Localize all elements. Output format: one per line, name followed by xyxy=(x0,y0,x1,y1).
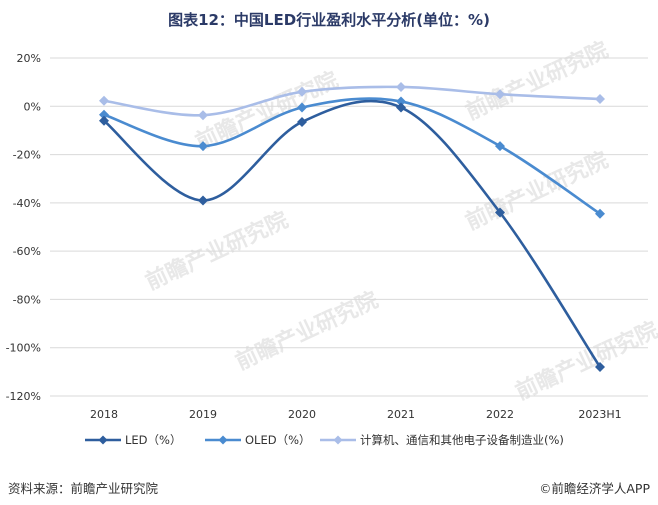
watermark-text: 前瞻产业研究院 xyxy=(232,287,383,376)
x-tick-label: 2022 xyxy=(486,408,514,421)
legend-marker xyxy=(218,435,228,445)
y-tick-label: 20% xyxy=(17,52,41,65)
brand-label: 前瞻经济学人APP xyxy=(551,481,650,496)
legend-label: OLED（%） xyxy=(245,433,311,447)
y-tick-label: -60% xyxy=(13,245,41,258)
chart-title: 图表12：中国LED行业盈利水平分析(单位：%) xyxy=(168,11,490,29)
y-tick-label: 0% xyxy=(24,100,41,113)
series-line xyxy=(103,85,601,117)
x-tick-label: 2020 xyxy=(288,408,316,421)
data-point-marker xyxy=(297,102,307,113)
series-layer xyxy=(99,81,605,373)
data-point-marker xyxy=(198,110,208,121)
watermark-text: 前瞻产业研究院 xyxy=(462,37,613,126)
series-0 xyxy=(99,99,605,373)
watermark-text: 前瞻产业研究院 xyxy=(512,317,658,406)
data-point-marker xyxy=(595,362,605,373)
y-tick-label: -40% xyxy=(13,197,41,210)
source-note: 资料来源：前瞻产业研究院 xyxy=(8,481,159,496)
x-axis: 2018 2019 2020 2021 2022 2023H1 xyxy=(90,408,622,421)
series-1 xyxy=(99,96,605,219)
legend-label: LED（%） xyxy=(125,433,181,447)
data-point-marker xyxy=(495,89,505,100)
copyright-symbol: © xyxy=(539,482,552,496)
data-point-marker xyxy=(297,86,307,97)
watermark-text: 前瞻产业研究院 xyxy=(192,67,343,156)
y-tick-label: -20% xyxy=(13,149,41,162)
data-point-marker xyxy=(595,208,605,219)
grid-lines xyxy=(50,57,648,397)
data-point-marker xyxy=(99,109,109,120)
series-2 xyxy=(99,81,605,121)
x-tick-label: 2023H1 xyxy=(578,408,621,421)
data-point-marker xyxy=(99,115,109,126)
x-tick-label: 2021 xyxy=(387,408,415,421)
data-point-marker xyxy=(297,116,307,127)
data-point-marker xyxy=(396,96,406,107)
legend: LED（%） OLED（%） 计算机、通信和其他电子设备制造业(%) xyxy=(85,433,564,447)
series-line xyxy=(103,99,602,368)
y-tick-label: -80% xyxy=(13,293,41,306)
data-point-marker xyxy=(495,207,505,218)
data-point-marker xyxy=(595,94,605,105)
data-point-marker xyxy=(495,141,505,152)
x-tick-label: 2018 xyxy=(90,408,118,421)
legend-marker xyxy=(98,435,108,445)
legend-marker xyxy=(333,435,343,445)
data-point-marker xyxy=(198,141,208,152)
series-line xyxy=(103,97,601,215)
x-tick-label: 2019 xyxy=(189,408,217,421)
data-point-marker xyxy=(99,95,109,106)
y-axis: 20% 0% -20% -40% -60% -80% -100% -120% xyxy=(6,52,41,403)
brand-note: ©前瞻经济学人APP xyxy=(539,478,650,497)
data-point-marker xyxy=(396,102,406,113)
data-point-marker xyxy=(198,195,208,206)
legend-label: 计算机、通信和其他电子设备制造业(%) xyxy=(360,433,564,447)
y-tick-label: -100% xyxy=(6,342,41,355)
data-point-marker xyxy=(396,81,406,92)
y-tick-label: -120% xyxy=(6,390,41,403)
